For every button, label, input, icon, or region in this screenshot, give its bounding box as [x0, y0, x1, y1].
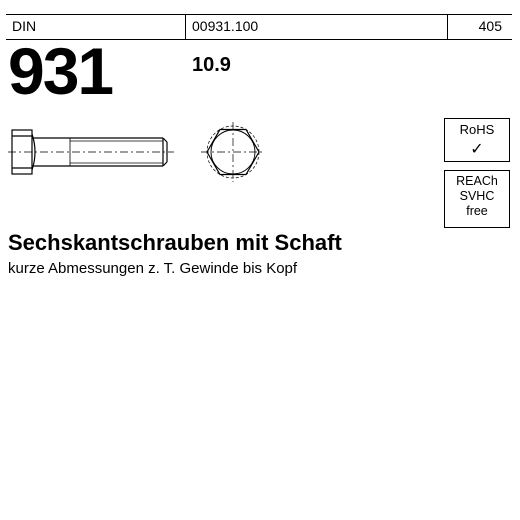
reach-badge: REACh SVHC free [444, 170, 510, 228]
reach-line3: free [445, 204, 509, 219]
reach-line1: REACh [445, 174, 509, 189]
rohs-label: RoHS [445, 122, 509, 138]
header-col-partno: 00931.100 [186, 15, 448, 39]
product-subtitle: kurze Abmessungen z. T. Gewinde bis Kopf [8, 260, 297, 277]
header-col-code: 405 [448, 15, 512, 39]
standard-number: 931 [8, 38, 112, 104]
product-title: Sechskantschrauben mit Schaft [8, 230, 342, 256]
strength-grade: 10.9 [192, 54, 231, 77]
reach-line2: SVHC [445, 189, 509, 204]
check-icon: ✓ [445, 140, 509, 159]
bolt-drawing [8, 120, 288, 190]
rohs-badge: RoHS ✓ [444, 118, 510, 162]
